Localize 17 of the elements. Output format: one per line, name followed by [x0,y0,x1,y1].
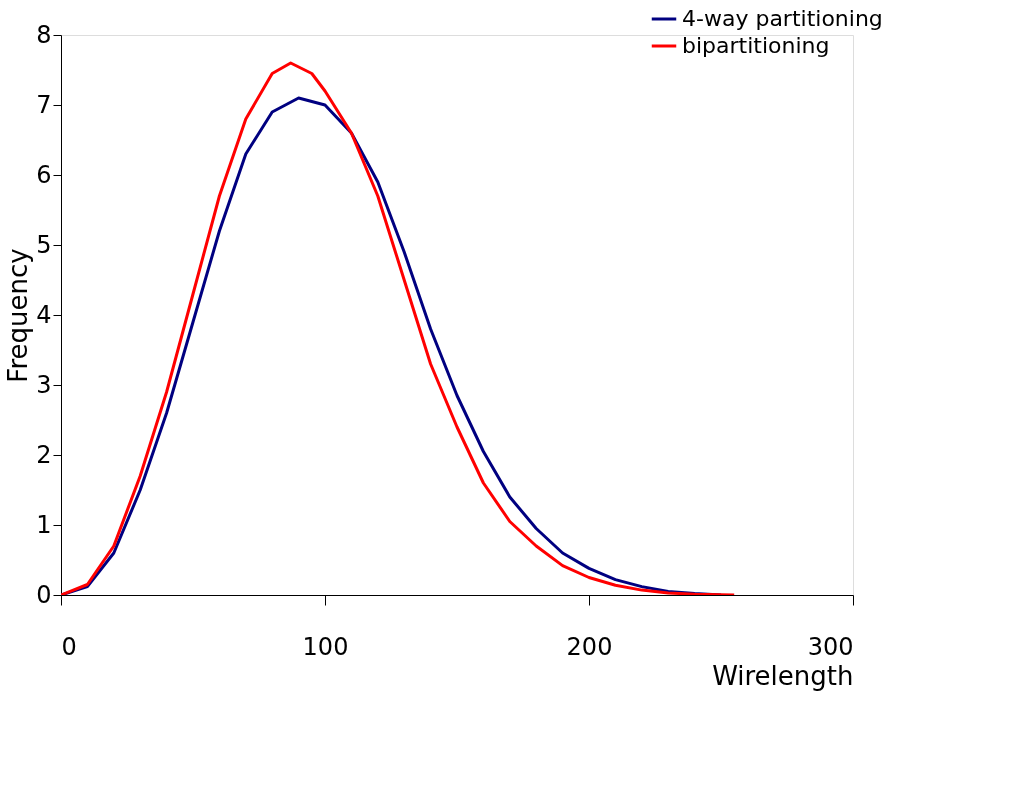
x-axis-title: Wirelength [712,660,854,691]
y-tick-label: 7 [36,90,52,119]
y-tick-label: 3 [36,370,52,399]
y-tick-label: 5 [36,230,52,259]
y-tick-label: 8 [36,20,52,49]
y-tick-label: 6 [36,160,52,189]
y-tick-label: 1 [36,510,52,539]
legend-label: 4-way partitioning [682,6,883,31]
x-tick-label: 200 [566,632,613,661]
y-tick-label: 2 [36,440,52,469]
y-tick-label: 0 [36,580,52,609]
y-tick-label: 4 [36,300,52,329]
legend-label: bipartitioning [682,33,830,58]
x-tick-label: 100 [302,632,349,661]
y-axis-title: Frequency [3,248,34,383]
x-tick-label: 300 [807,632,854,661]
x-tick-label: 0 [61,632,77,661]
